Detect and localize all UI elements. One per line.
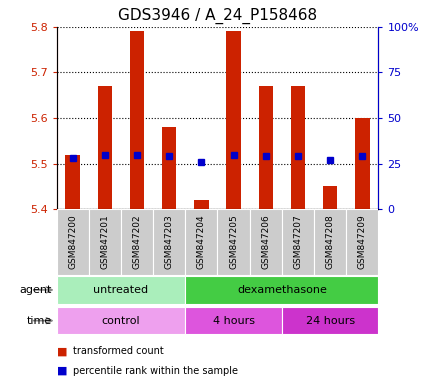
Bar [258,86,273,209]
Bar [185,276,378,304]
Bar [194,200,208,209]
Bar [121,209,153,275]
Bar [249,209,281,275]
Bar [281,307,378,334]
Text: dexamethasone: dexamethasone [237,285,326,295]
Bar [354,118,369,209]
Text: untreated: untreated [93,285,148,295]
Text: 4 hours: 4 hours [212,316,254,326]
Text: ■: ■ [56,346,67,356]
Bar [281,209,313,275]
Bar [56,276,185,304]
Text: 24 hours: 24 hours [305,316,354,326]
Text: GSM847205: GSM847205 [229,215,237,269]
Text: GSM847201: GSM847201 [100,215,109,269]
Bar [345,209,378,275]
Bar [226,31,240,209]
Text: ■: ■ [56,366,67,376]
Text: transformed count: transformed count [73,346,164,356]
Text: GSM847200: GSM847200 [68,215,77,269]
Text: GSM847207: GSM847207 [293,215,302,269]
Text: time: time [27,316,52,326]
Bar [290,86,305,209]
Text: percentile rank within the sample: percentile rank within the sample [73,366,237,376]
Bar [97,86,112,209]
Text: GSM847203: GSM847203 [164,215,173,269]
Bar [65,155,80,209]
Text: GSM847204: GSM847204 [197,215,205,269]
Bar [89,209,121,275]
Bar [185,307,281,334]
Text: agent: agent [20,285,52,295]
Bar [185,209,217,275]
Text: control: control [102,316,140,326]
Text: GSM847209: GSM847209 [357,215,366,269]
Bar [56,307,185,334]
Text: GSM847208: GSM847208 [325,215,334,269]
Bar [153,209,185,275]
Bar [129,31,144,209]
Bar [56,209,89,275]
Bar [313,209,345,275]
Text: GSM847206: GSM847206 [261,215,270,269]
Bar [217,209,249,275]
Text: GSM847202: GSM847202 [132,215,141,269]
Bar [322,187,337,209]
Bar [161,127,176,209]
Title: GDS3946 / A_24_P158468: GDS3946 / A_24_P158468 [118,8,316,24]
